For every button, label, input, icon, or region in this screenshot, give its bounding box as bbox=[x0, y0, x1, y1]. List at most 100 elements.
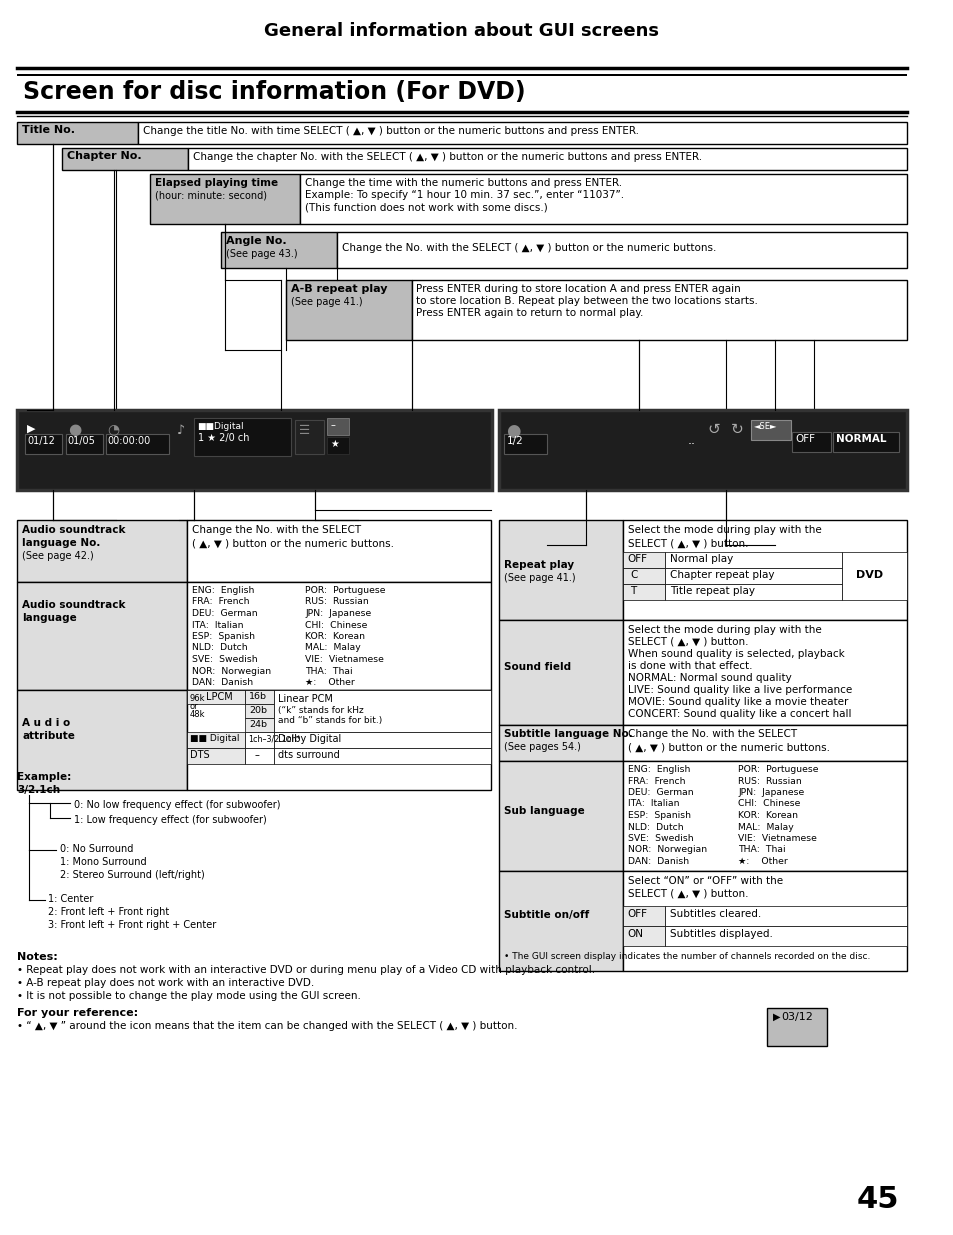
Text: ▶: ▶ bbox=[27, 424, 35, 433]
Bar bbox=[750, 420, 790, 440]
Text: OFF: OFF bbox=[627, 555, 647, 564]
Bar bbox=[150, 174, 300, 224]
Text: 20b: 20b bbox=[249, 706, 267, 715]
Bar bbox=[498, 725, 622, 761]
Bar bbox=[622, 926, 664, 946]
Bar bbox=[498, 620, 622, 725]
Text: 1: Mono Surround: 1: Mono Surround bbox=[60, 857, 147, 867]
Text: 2: Stereo Surround (left/right): 2: Stereo Surround (left/right) bbox=[60, 869, 205, 881]
Text: MAL:  Malay: MAL: Malay bbox=[738, 823, 793, 831]
Bar bbox=[187, 732, 245, 748]
Text: Angle No.: Angle No. bbox=[226, 236, 286, 246]
Text: attribute: attribute bbox=[22, 731, 75, 741]
Bar bbox=[66, 433, 103, 454]
Text: 0: No low frequency effect (for subwoofer): 0: No low frequency effect (for subwoofe… bbox=[73, 800, 280, 810]
Text: KOR:  Korean: KOR: Korean bbox=[305, 632, 365, 641]
Bar bbox=[187, 690, 245, 704]
Text: Chapter No.: Chapter No. bbox=[67, 151, 141, 161]
Text: –: – bbox=[330, 420, 335, 430]
Text: language No.: language No. bbox=[22, 538, 101, 548]
Text: Change the time with the numeric buttons and press ENTER.: Change the time with the numeric buttons… bbox=[305, 178, 621, 188]
Text: 2: Front left + Front right: 2: Front left + Front right bbox=[49, 906, 170, 918]
Text: ★:    Other: ★: Other bbox=[738, 857, 787, 866]
Text: POR:  Portuguese: POR: Portuguese bbox=[305, 585, 385, 595]
Text: is done with that effect.: is done with that effect. bbox=[627, 661, 751, 671]
Text: ( ▲, ▼ ) button or the numeric buttons.: ( ▲, ▼ ) button or the numeric buttons. bbox=[192, 538, 394, 548]
Text: ESP:  Spanish: ESP: Spanish bbox=[627, 811, 690, 820]
Text: • Repeat play does not work with an interactive DVD or during menu play of a Vid: • Repeat play does not work with an inte… bbox=[17, 965, 595, 974]
Text: For your reference:: For your reference: bbox=[17, 1008, 138, 1018]
Text: (This function does not work with some discs.): (This function does not work with some d… bbox=[305, 203, 547, 212]
Bar bbox=[336, 232, 905, 268]
Bar bbox=[622, 552, 664, 568]
Bar bbox=[664, 584, 841, 600]
Text: Audio soundtrack: Audio soundtrack bbox=[22, 600, 126, 610]
Text: RUS:  Russian: RUS: Russian bbox=[738, 777, 801, 785]
Text: Sub language: Sub language bbox=[503, 806, 584, 816]
Text: 3/2.1ch: 3/2.1ch bbox=[17, 785, 60, 795]
Bar bbox=[498, 520, 622, 620]
Bar bbox=[664, 926, 905, 946]
Bar bbox=[106, 433, 169, 454]
Text: ■■ Digital: ■■ Digital bbox=[190, 734, 239, 743]
Bar bbox=[664, 552, 841, 568]
Text: Sound field: Sound field bbox=[503, 662, 570, 672]
Text: Screen for disc information (For DVD): Screen for disc information (For DVD) bbox=[23, 80, 525, 104]
Bar bbox=[622, 906, 664, 926]
Text: General information about GUI screens: General information about GUI screens bbox=[264, 22, 659, 40]
Text: ☰: ☰ bbox=[299, 424, 310, 437]
Bar bbox=[274, 748, 491, 764]
Bar bbox=[498, 761, 622, 871]
Bar bbox=[285, 280, 411, 340]
Text: NLD:  Dutch: NLD: Dutch bbox=[627, 823, 682, 831]
Text: ◔: ◔ bbox=[108, 422, 119, 436]
Text: 03/12: 03/12 bbox=[781, 1011, 813, 1023]
Text: ★:    Other: ★: Other bbox=[305, 678, 355, 687]
Text: ON: ON bbox=[627, 929, 643, 939]
Text: 45: 45 bbox=[856, 1186, 898, 1214]
Bar bbox=[188, 148, 905, 170]
Text: 24b: 24b bbox=[249, 720, 267, 729]
Text: ITA:  Italian: ITA: Italian bbox=[627, 799, 679, 809]
Text: OFF: OFF bbox=[627, 909, 647, 919]
Bar bbox=[187, 690, 491, 790]
Text: ●: ● bbox=[68, 422, 81, 437]
Text: Audio soundtrack: Audio soundtrack bbox=[22, 525, 126, 535]
Bar bbox=[327, 417, 348, 435]
Text: Change the No. with the SELECT: Change the No. with the SELECT bbox=[627, 729, 796, 739]
Text: JPN:  Japanese: JPN: Japanese bbox=[738, 788, 803, 797]
Bar bbox=[664, 568, 841, 584]
Bar bbox=[274, 732, 491, 748]
Text: SVE:  Swedish: SVE: Swedish bbox=[627, 834, 693, 844]
Bar bbox=[274, 690, 491, 732]
Text: MOVIE: Sound quality like a movie theater: MOVIE: Sound quality like a movie theate… bbox=[627, 697, 847, 706]
Text: Dolby Digital: Dolby Digital bbox=[277, 734, 341, 743]
Bar bbox=[17, 690, 187, 790]
Text: ▶: ▶ bbox=[772, 1011, 780, 1023]
Bar bbox=[17, 410, 492, 490]
Text: language: language bbox=[22, 613, 77, 622]
Bar bbox=[300, 174, 905, 224]
Bar bbox=[622, 725, 905, 761]
Text: (See page 43.): (See page 43.) bbox=[226, 249, 297, 259]
Text: When sound quality is selected, playback: When sound quality is selected, playback bbox=[627, 650, 843, 659]
Text: A u d i o: A u d i o bbox=[22, 718, 71, 727]
Text: • “ ▲, ▼ ” around the icon means that the item can be changed with the SELECT ( : • “ ▲, ▼ ” around the icon means that th… bbox=[17, 1021, 517, 1031]
Text: or: or bbox=[190, 701, 198, 711]
Text: NOR:  Norwegian: NOR: Norwegian bbox=[627, 846, 706, 855]
Text: (See pages 54.): (See pages 54.) bbox=[503, 742, 580, 752]
Bar bbox=[327, 437, 348, 454]
Text: Normal play: Normal play bbox=[670, 555, 733, 564]
Text: NORMAL: NORMAL bbox=[835, 433, 885, 445]
Text: 48k: 48k bbox=[190, 710, 205, 719]
Text: Select the mode during play with the: Select the mode during play with the bbox=[627, 625, 821, 635]
Text: Subtitles cleared.: Subtitles cleared. bbox=[670, 909, 760, 919]
Text: Change the No. with the SELECT ( ▲, ▼ ) button or the numeric buttons.: Change the No. with the SELECT ( ▲, ▼ ) … bbox=[341, 243, 716, 253]
Text: THA:  Thai: THA: Thai bbox=[305, 667, 353, 676]
Text: ESP:  Spanish: ESP: Spanish bbox=[192, 632, 254, 641]
Text: Linear PCM: Linear PCM bbox=[277, 694, 333, 704]
Text: THA:  Thai: THA: Thai bbox=[738, 846, 785, 855]
Text: Title No.: Title No. bbox=[22, 125, 75, 135]
Text: 1: Center: 1: Center bbox=[49, 894, 93, 904]
Bar bbox=[187, 582, 491, 690]
